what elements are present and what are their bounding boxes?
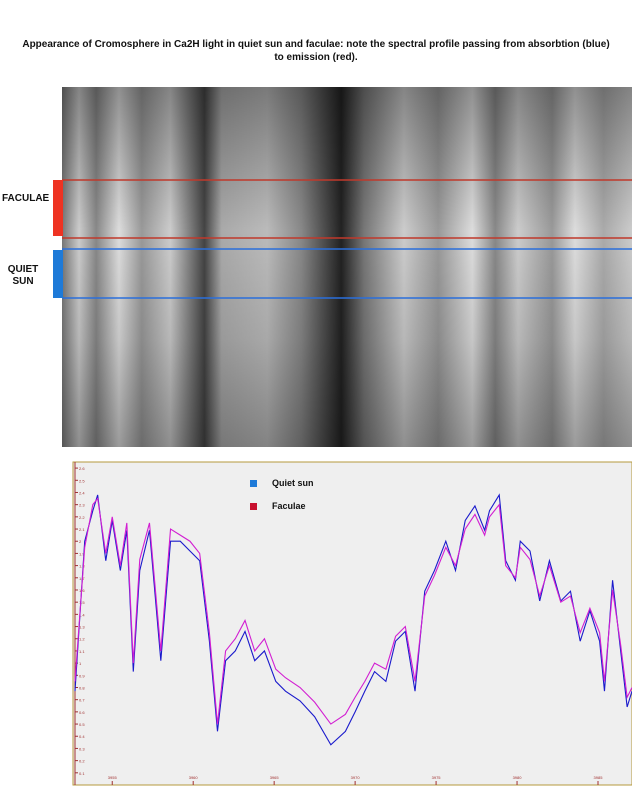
spectroheliogram	[53, 87, 632, 447]
line	[74, 493, 632, 746]
y-tick-label: 1.3	[79, 625, 85, 630]
y-tick-label: 2.5	[79, 478, 85, 483]
y-tick-label: 1.2	[79, 637, 85, 642]
y-tick-label: 1.1	[79, 649, 85, 654]
y-tick-label: 1	[79, 661, 82, 666]
x-tick-label: 3970	[351, 775, 361, 780]
x-tick-label: 3955	[108, 775, 118, 780]
y-tick-label: 2.3	[79, 503, 85, 508]
line	[74, 497, 632, 725]
y-tick-label: 1.9	[79, 551, 85, 556]
y-tick-label: 0.5	[79, 722, 85, 727]
y-tick-label: 0.2	[79, 759, 85, 764]
x-tick-label: 3980	[513, 775, 523, 780]
y-tick-label: 1.4	[79, 612, 85, 617]
legend-marker	[250, 503, 257, 510]
y-tick-label: 0.1	[79, 771, 85, 776]
y-tick-label: 0.7	[79, 698, 85, 703]
y-tick-label: 0.6	[79, 710, 85, 715]
x-tick-label: 3985	[594, 775, 604, 780]
legend-label: Faculae	[272, 501, 306, 511]
y-tick-label: 1.6	[79, 588, 85, 593]
y-tick-label: 2.4	[79, 490, 85, 495]
y-tick-label: 1.8	[79, 564, 85, 569]
y-tick-label: 2.2	[79, 515, 85, 520]
x-tick-label: 3975	[432, 775, 442, 780]
x-tick-label: 3965	[270, 775, 280, 780]
x-tick-label: 3960	[189, 775, 199, 780]
plot-frame	[72, 461, 632, 786]
legend-marker	[250, 480, 257, 487]
title: Appearance of Cromosphere in Ca2H light …	[22, 39, 610, 63]
y-tick-label: 0.8	[79, 685, 85, 690]
faculae-label: FACULAE	[2, 193, 50, 204]
y-tick-label: 0.9	[79, 673, 85, 678]
y-tick-label: 0.4	[79, 734, 85, 739]
y-tick-label: 2.1	[79, 527, 85, 532]
y-tick-label: 1.5	[79, 600, 85, 605]
y-tick-label: 2	[79, 539, 82, 544]
legend-label: Quiet sun	[272, 478, 314, 488]
y-tick-label: 0.3	[79, 746, 85, 751]
quiet-sun-label: QUIET SUN	[7, 264, 39, 287]
y-tick-label: 2.6	[79, 466, 85, 471]
